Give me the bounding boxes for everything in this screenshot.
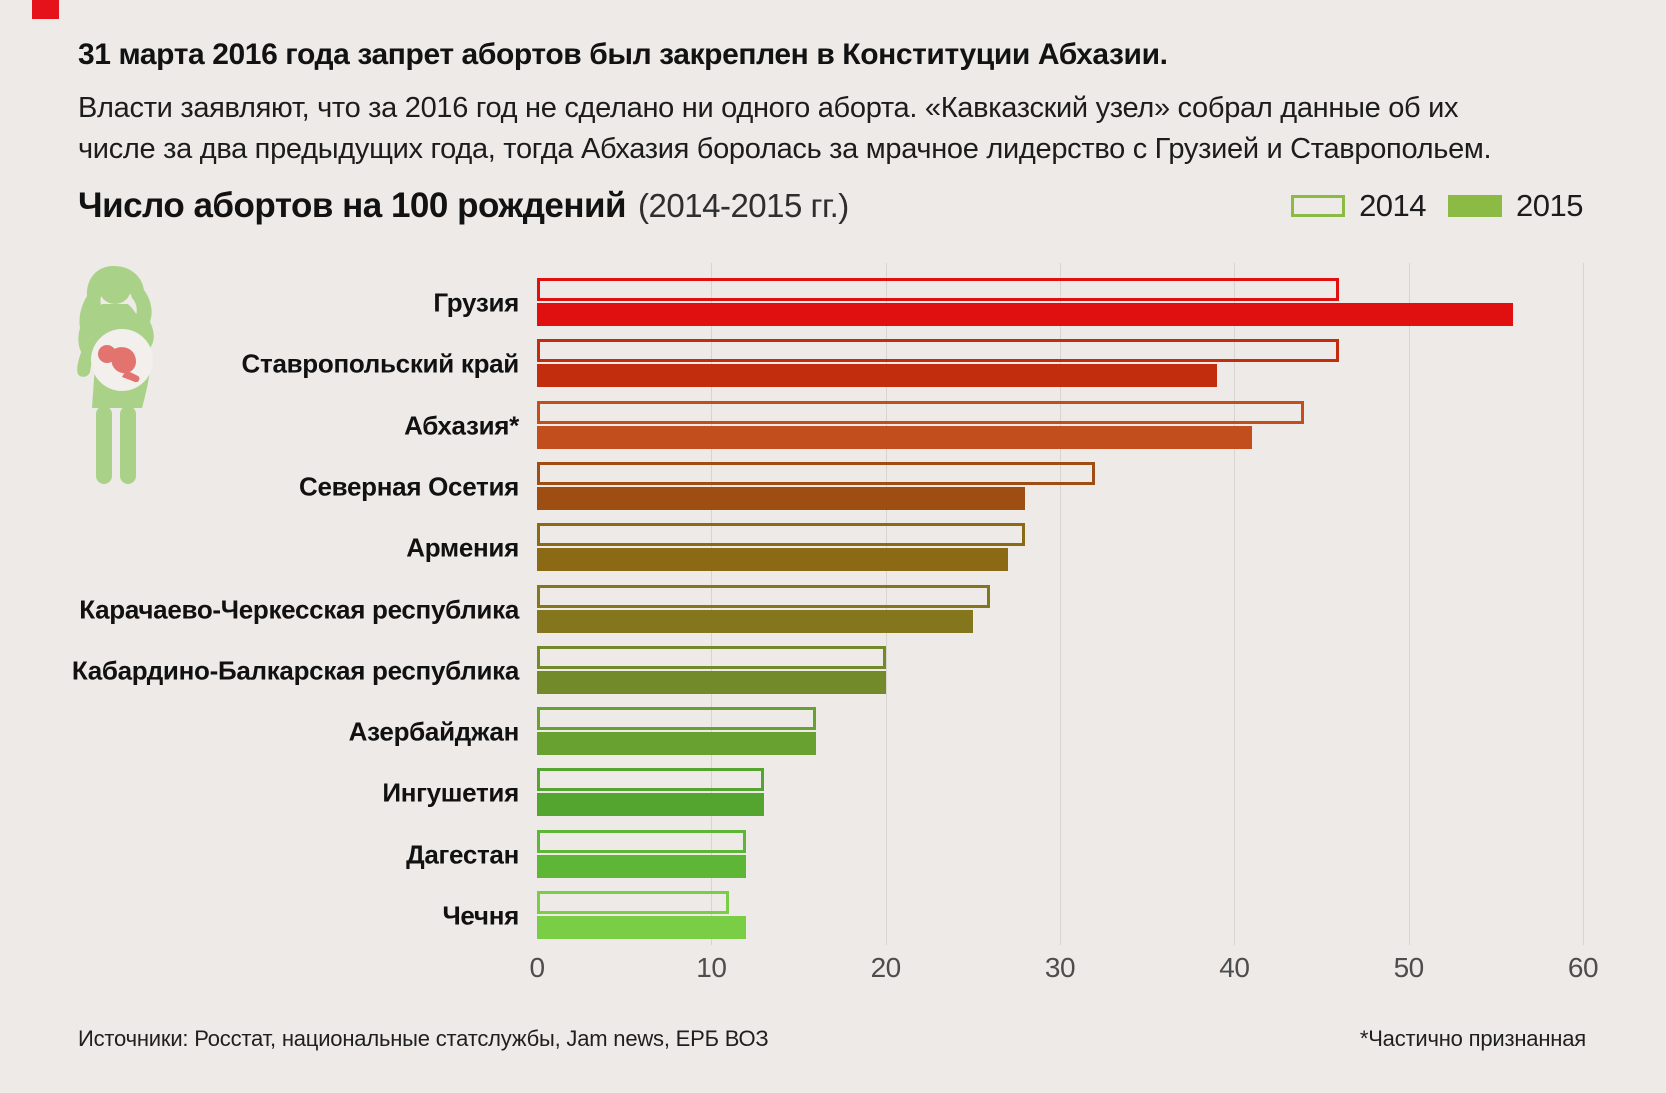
row-label: Дагестан: [406, 839, 519, 870]
row-label: Карачаево-Черкесская республика: [79, 594, 519, 624]
gridline: [1583, 263, 1584, 945]
footer-note: *Частично признанная: [1359, 1026, 1586, 1051]
row-label: Чечня: [442, 900, 519, 931]
row-label: Армения: [406, 532, 519, 563]
page-subtitle: Власти заявляют, что за 2016 год не сдел…: [78, 88, 1538, 170]
bar-2014: [537, 768, 764, 792]
legend-item-2015: 2015: [1448, 188, 1583, 224]
axis-tick-label: 40: [1219, 952, 1250, 983]
row-label: Абхазия*: [404, 410, 519, 441]
gridline: [1234, 263, 1236, 945]
chart-row: Ингушетия: [382, 768, 1583, 818]
legend-item-2014: 2014: [1291, 188, 1427, 224]
pregnant-woman-icon: [64, 258, 168, 495]
bar-2014: [537, 891, 729, 914]
chart-row: Армения: [406, 523, 1583, 573]
chart-row: Грузия: [433, 278, 1583, 328]
axis-tick-label: 0: [529, 952, 545, 983]
gridline: [1408, 263, 1410, 945]
bar-2015: [537, 303, 1514, 326]
bar-2015: [537, 916, 747, 939]
axis-tick-label: 20: [870, 952, 902, 983]
subtitle-line-2: числе за два предыдущих года, тогда Абха…: [78, 133, 1492, 165]
chart-row: Азербайджан: [349, 707, 1583, 757]
bar-2015: [537, 732, 816, 756]
row-label: Кабардино-Балкарская республика: [71, 655, 519, 686]
chart-row: Ставропольский край: [242, 339, 1583, 389]
legend-solid-swatch-icon: [1448, 195, 1503, 217]
chart-row: Кабардино-Балкарская республика: [72, 645, 1583, 696]
bar-2014: [537, 339, 1339, 363]
gridline: [711, 263, 713, 945]
chart-title-period: (2014-2015 гг.): [638, 187, 849, 224]
chart-row: Северная Осетия: [299, 461, 1583, 512]
axis-tick-label: 60: [1567, 952, 1599, 983]
legend-label-2014: 2014: [1359, 188, 1427, 223]
bar-2015: [537, 609, 973, 633]
bar-2014: [537, 584, 991, 608]
axis-tick-label: 50: [1393, 952, 1425, 983]
bar-2014: [537, 707, 816, 731]
chart-header: Число абортов на 100 рождений (2014-2015…: [78, 186, 1583, 226]
bar-2015: [537, 793, 764, 817]
bar-2015: [537, 425, 1252, 449]
footer: Источники: Росстат, национальные статслу…: [78, 1026, 1586, 1052]
axis-tick-label: 30: [1044, 952, 1076, 983]
axis-tick-label: 10: [696, 952, 727, 983]
x-axis: 0 10 20 30 40 50 60: [529, 952, 1598, 983]
bar-2015: [537, 548, 1008, 572]
bar-2014: [537, 278, 1339, 301]
bar-2014: [537, 400, 1305, 424]
bar-2014: [537, 523, 1026, 547]
chart-row: Абхазия*: [404, 400, 1583, 451]
chart-title: Число абортов на 100 рождений: [78, 186, 627, 225]
chart-row: Дагестан: [406, 829, 1583, 880]
page-title: 31 марта 2016 года запрет абортов был за…: [78, 38, 1168, 71]
red-accent-mark: [32, 0, 59, 19]
bar-2015: [537, 670, 886, 694]
bar-2015: [537, 854, 747, 878]
chart-row: Карачаево-Черкесская республика: [79, 584, 1583, 635]
footer-sources: Источники: Росстат, национальные статслу…: [78, 1026, 769, 1051]
gridline: [885, 263, 887, 945]
bar-2014: [537, 829, 747, 853]
legend-label-2015: 2015: [1516, 188, 1583, 223]
bar-2014: [537, 461, 1095, 485]
bar-2015: [537, 364, 1217, 388]
chart-row: Чечня: [442, 891, 1583, 941]
row-label: Грузия: [433, 287, 519, 318]
legend: 2014 2015: [1291, 188, 1583, 224]
gridline: [1060, 263, 1061, 945]
bar-2014: [537, 645, 886, 669]
row-label: Ставропольский край: [241, 348, 520, 379]
plot-area: Грузия Ставропольский край Абхазия* Севе…: [72, 263, 1584, 945]
row-label: Ингушетия: [382, 777, 519, 808]
row-label: Северная Осетия: [299, 471, 519, 502]
legend-outline-swatch-icon: [1291, 195, 1346, 217]
subtitle-line-1: Власти заявляют, что за 2016 год не сдел…: [78, 92, 1459, 124]
bar-2015: [537, 486, 1026, 510]
row-label: Азербайджан: [348, 716, 520, 747]
